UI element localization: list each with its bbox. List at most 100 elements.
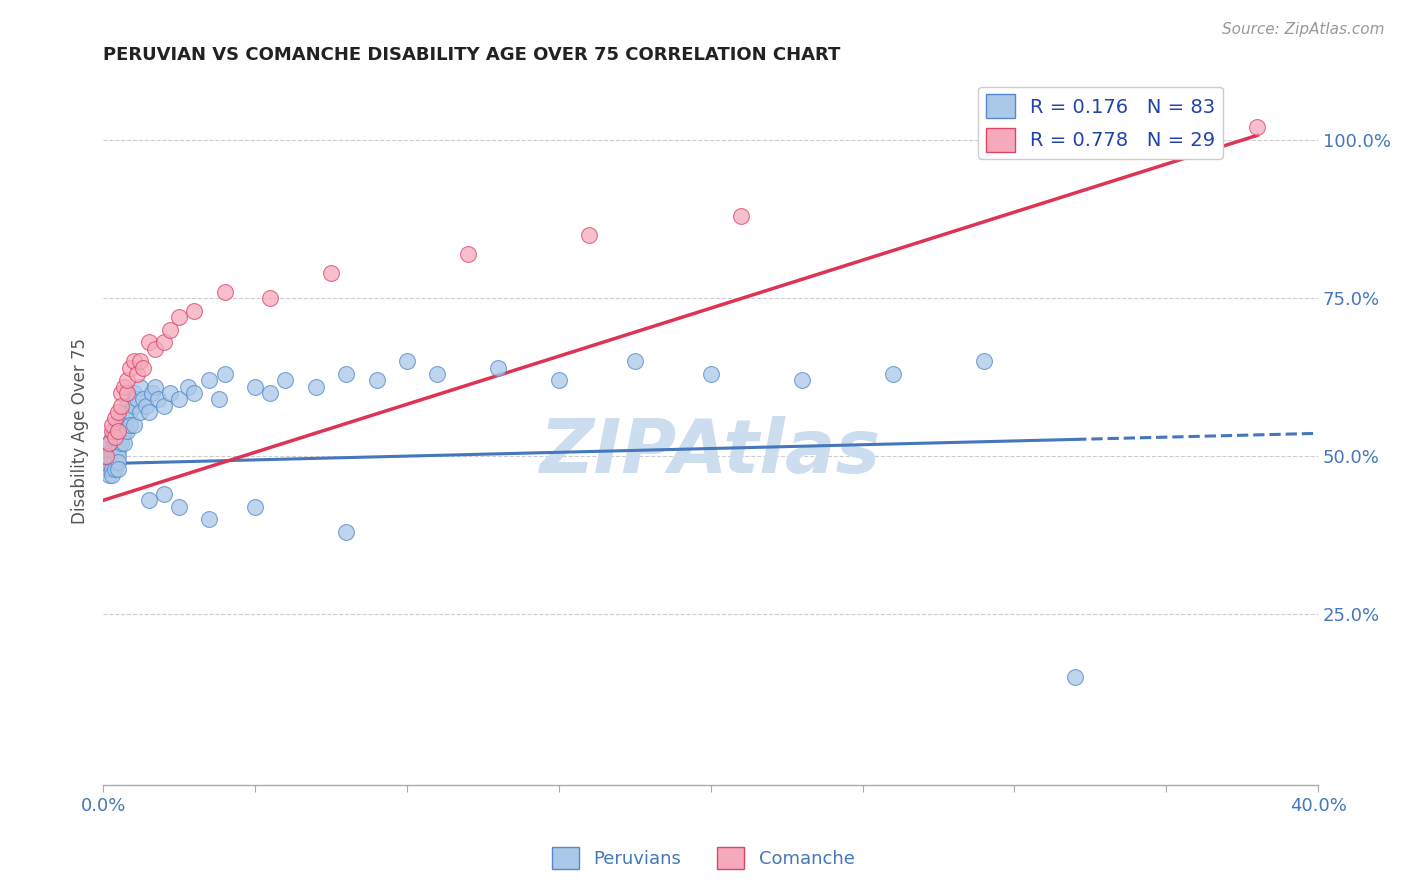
Point	[96, 442, 118, 457]
Point	[183, 385, 205, 400]
Point	[104, 430, 127, 444]
Point	[98, 436, 121, 450]
Point	[335, 367, 357, 381]
Point	[486, 360, 509, 375]
Point	[305, 379, 328, 393]
Text: Source: ZipAtlas.com: Source: ZipAtlas.com	[1222, 22, 1385, 37]
Point	[699, 367, 721, 381]
Point	[730, 209, 752, 223]
Point	[243, 500, 266, 514]
Point	[790, 373, 813, 387]
Point	[117, 399, 139, 413]
Point	[104, 461, 127, 475]
Point	[117, 424, 139, 438]
Point	[141, 385, 163, 400]
Point	[107, 424, 129, 438]
Point	[128, 379, 150, 393]
Point	[366, 373, 388, 387]
Point	[98, 449, 121, 463]
Point	[112, 417, 135, 432]
Point	[547, 373, 569, 387]
Point	[120, 405, 142, 419]
Point	[107, 424, 129, 438]
Point	[198, 512, 221, 526]
Point	[426, 367, 449, 381]
Point	[107, 405, 129, 419]
Legend: R = 0.176   N = 83, R = 0.778   N = 29: R = 0.176 N = 83, R = 0.778 N = 29	[979, 87, 1223, 160]
Point	[110, 417, 132, 432]
Point	[96, 455, 118, 469]
Point	[143, 342, 166, 356]
Point	[578, 227, 600, 242]
Point	[214, 285, 236, 299]
Point	[1064, 670, 1087, 684]
Point	[153, 487, 176, 501]
Point	[973, 354, 995, 368]
Point	[259, 385, 281, 400]
Point	[101, 442, 124, 457]
Point	[183, 303, 205, 318]
Point	[207, 392, 229, 407]
Point	[101, 449, 124, 463]
Point	[120, 360, 142, 375]
Point	[117, 411, 139, 425]
Point	[131, 392, 153, 407]
Point	[112, 424, 135, 438]
Point	[101, 455, 124, 469]
Point	[623, 354, 645, 368]
Point	[122, 417, 145, 432]
Y-axis label: Disability Age Over 75: Disability Age Over 75	[72, 338, 89, 524]
Point	[395, 354, 418, 368]
Point	[110, 436, 132, 450]
Point	[101, 430, 124, 444]
Point	[159, 385, 181, 400]
Point	[101, 417, 124, 432]
Point	[167, 500, 190, 514]
Point	[159, 323, 181, 337]
Point	[138, 405, 160, 419]
Point	[274, 373, 297, 387]
Point	[167, 310, 190, 324]
Point	[96, 449, 118, 463]
Point	[138, 493, 160, 508]
Point	[135, 399, 157, 413]
Point	[335, 524, 357, 539]
Point	[120, 417, 142, 432]
Point	[98, 468, 121, 483]
Point	[104, 436, 127, 450]
Point	[143, 379, 166, 393]
Point	[104, 455, 127, 469]
Legend: Peruvians, Comanche: Peruvians, Comanche	[544, 839, 862, 876]
Point	[112, 405, 135, 419]
Point	[107, 417, 129, 432]
Point	[112, 379, 135, 393]
Point	[131, 360, 153, 375]
Point	[107, 436, 129, 450]
Point	[104, 449, 127, 463]
Point	[128, 405, 150, 419]
Point	[117, 373, 139, 387]
Point	[107, 461, 129, 475]
Point	[243, 379, 266, 393]
Point	[259, 291, 281, 305]
Point	[98, 461, 121, 475]
Point	[125, 367, 148, 381]
Text: PERUVIAN VS COMANCHE DISABILITY AGE OVER 75 CORRELATION CHART: PERUVIAN VS COMANCHE DISABILITY AGE OVER…	[103, 46, 841, 64]
Point	[319, 266, 342, 280]
Point	[125, 392, 148, 407]
Point	[101, 461, 124, 475]
Point	[167, 392, 190, 407]
Point	[104, 411, 127, 425]
Point	[198, 373, 221, 387]
Point	[96, 461, 118, 475]
Point	[1246, 120, 1268, 135]
Point	[138, 335, 160, 350]
Point	[153, 399, 176, 413]
Point	[146, 392, 169, 407]
Point	[110, 430, 132, 444]
Point	[110, 411, 132, 425]
Point	[110, 385, 132, 400]
Point	[122, 354, 145, 368]
Point	[110, 399, 132, 413]
Point	[98, 455, 121, 469]
